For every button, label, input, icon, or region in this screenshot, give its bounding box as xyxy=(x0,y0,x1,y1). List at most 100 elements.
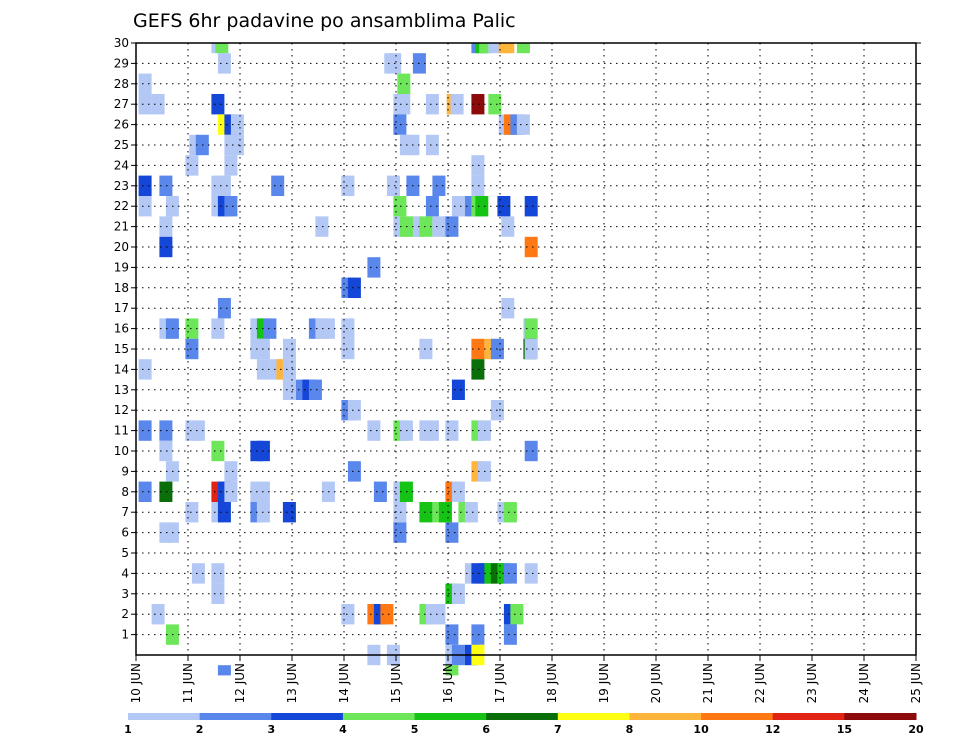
y-tick-label: 19 xyxy=(114,260,129,274)
y-tick-label: 28 xyxy=(114,77,129,91)
precip-cell xyxy=(191,563,205,584)
precip-cell xyxy=(224,196,238,217)
x-tick-label: 13 JUN xyxy=(285,663,299,703)
precip-cell xyxy=(445,216,459,237)
precip-cell xyxy=(471,624,485,645)
y-tick-label: 6 xyxy=(121,526,129,540)
precip-cell xyxy=(185,155,199,176)
y-tick-label: 4 xyxy=(121,566,129,580)
precip-cell xyxy=(432,604,446,625)
colorbar-label: 12 xyxy=(765,723,780,736)
precip-cell xyxy=(263,318,277,339)
precip-cell xyxy=(282,502,296,523)
y-tick-label: 16 xyxy=(114,322,129,336)
precip-cell xyxy=(211,318,225,339)
colorbar-segment xyxy=(199,713,272,720)
y-tick-label: 8 xyxy=(121,485,129,499)
colorbar-segment xyxy=(629,713,702,720)
precip-cell xyxy=(479,43,493,54)
precip-cell xyxy=(347,461,361,482)
colorbar-segment xyxy=(128,713,201,720)
precip-cell xyxy=(524,563,538,584)
y-tick-label: 25 xyxy=(114,138,129,152)
precip-cell xyxy=(503,502,517,523)
precip-cell xyxy=(138,73,152,94)
y-tick-label: 2 xyxy=(121,607,129,621)
precip-cell xyxy=(419,216,433,237)
x-tick-label: 10 JUN xyxy=(129,663,143,703)
x-tick-label: 11 JUN xyxy=(181,663,195,703)
colorbar-label: 8 xyxy=(626,723,634,736)
precip-cell xyxy=(159,236,173,258)
x-tick-label: 25 JUN xyxy=(909,663,923,703)
precip-cell xyxy=(138,481,152,502)
precip-cell xyxy=(341,175,355,196)
y-tick-label: 3 xyxy=(121,587,129,601)
precip-cell xyxy=(282,338,296,360)
colorbar-segment xyxy=(271,713,344,720)
precip-cell xyxy=(215,43,229,54)
x-tick-label: 14 JUN xyxy=(337,663,351,703)
precip-cell xyxy=(159,216,173,237)
precip-cell xyxy=(393,196,407,217)
y-tick-label: 30 xyxy=(114,36,129,50)
precip-cell xyxy=(282,379,296,400)
precip-cell xyxy=(224,155,238,176)
precip-cell xyxy=(425,420,439,441)
precip-cell xyxy=(217,298,231,319)
precip-cell xyxy=(471,94,485,115)
precip-cell xyxy=(445,624,459,645)
precip-cell xyxy=(445,522,459,543)
precip-cell xyxy=(159,440,173,462)
y-tick-label: 14 xyxy=(114,362,129,376)
precip-cell xyxy=(138,359,152,380)
precip-cell xyxy=(185,502,199,523)
precip-cell xyxy=(347,277,361,298)
y-tick-label: 21 xyxy=(114,220,129,234)
precip-cell xyxy=(271,175,285,196)
precip-cell xyxy=(138,420,152,441)
y-tick-label: 26 xyxy=(114,118,129,132)
precip-cell xyxy=(397,73,411,94)
precip-cell xyxy=(503,563,517,584)
precip-cell xyxy=(341,338,355,360)
precip-cell xyxy=(211,583,225,604)
precip-cell xyxy=(425,94,439,115)
y-tick-label: 29 xyxy=(114,56,129,70)
colorbar-segment xyxy=(342,713,416,720)
x-tick-label: 19 JUN xyxy=(597,663,611,703)
precip-cell xyxy=(315,216,329,237)
precip-cell xyxy=(341,318,355,339)
precip-cell xyxy=(138,196,152,217)
precip-cell xyxy=(367,257,381,278)
colorbar-label: 6 xyxy=(482,723,490,736)
precip-cell xyxy=(151,604,165,625)
precip-cell xyxy=(432,175,446,196)
colorbar-label: 3 xyxy=(267,723,275,736)
precip-cell xyxy=(425,196,439,217)
colorbar-segment xyxy=(772,713,845,720)
precip-cell xyxy=(464,502,478,523)
precip-cell xyxy=(475,196,489,217)
x-tick-label: 17 JUN xyxy=(493,663,507,703)
precip-cell xyxy=(282,359,296,380)
precip-cell xyxy=(347,400,361,421)
colorbar-segment xyxy=(486,713,559,720)
precip-cell xyxy=(308,379,322,400)
precip-cell xyxy=(419,338,433,360)
precip-cell xyxy=(445,665,459,676)
y-tick-label: 5 xyxy=(121,546,129,560)
chart-title: GEFS 6hr padavine po ansamblima Palic xyxy=(133,10,516,32)
precip-cell xyxy=(451,379,465,400)
x-tick-label: 22 JUN xyxy=(753,663,767,703)
x-tick-label: 15 JUN xyxy=(389,663,403,703)
precip-cell xyxy=(217,175,231,196)
precip-cell xyxy=(397,94,411,115)
precip-cell xyxy=(516,43,530,54)
x-tick-label: 20 JUN xyxy=(649,663,663,703)
y-tick-label: 9 xyxy=(121,464,129,478)
precip-cell xyxy=(501,298,515,319)
y-tick-label: 15 xyxy=(114,342,129,356)
precip-cell xyxy=(451,481,465,502)
